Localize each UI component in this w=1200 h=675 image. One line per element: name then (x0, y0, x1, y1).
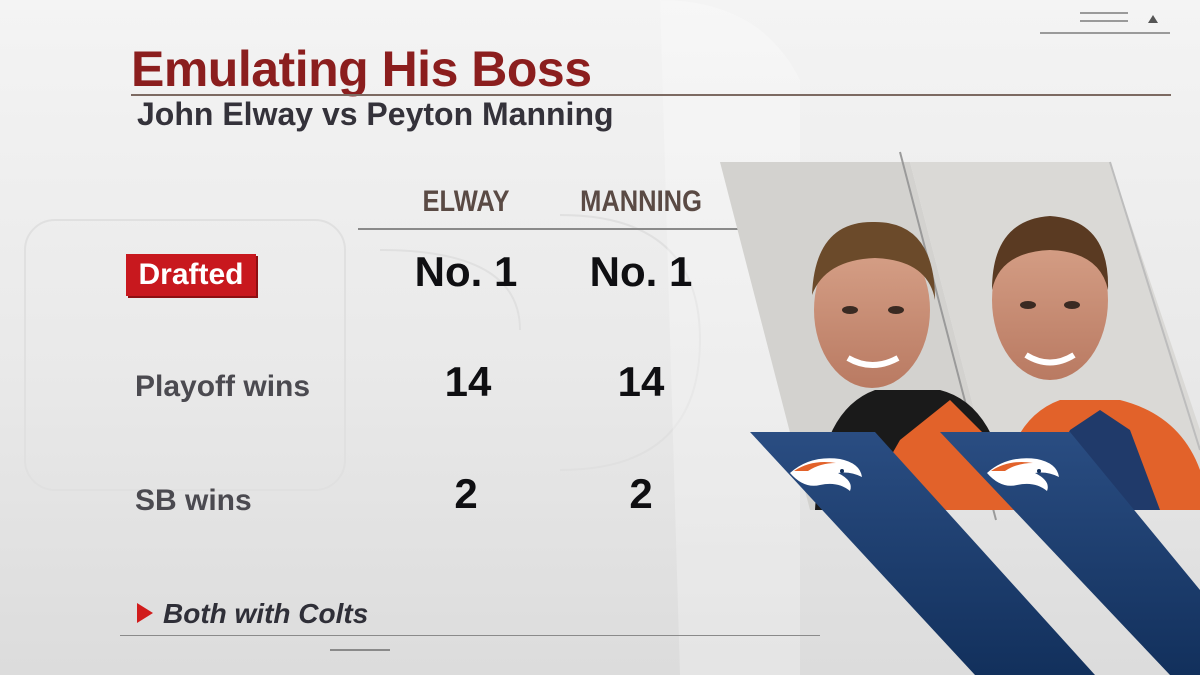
manning-sb-wins-value: 2 (629, 470, 653, 517)
broncos-logo-icon (790, 458, 862, 491)
footer-divider (120, 635, 820, 636)
title-divider (131, 94, 1171, 96)
drafted-badge: Drafted (126, 254, 256, 296)
footnote-arrow-icon (137, 603, 153, 623)
elway-sb-wins-value: 2 (454, 470, 478, 517)
page-subtitle: John Elway vs Peyton Manning (137, 96, 614, 132)
footer-accent-rule (330, 649, 390, 651)
manning-drafted-value: No. 1 (589, 248, 693, 295)
broncos-panel-right (940, 432, 1200, 675)
triangle-icon (1148, 15, 1158, 23)
manning-playoff-wins-value: 14 (617, 358, 665, 405)
player-photo-panel (720, 151, 1200, 675)
column-header-divider (358, 228, 738, 230)
elway-playoff-wins-value: 14 (444, 358, 492, 405)
playoff-wins-label: Playoff wins (135, 370, 311, 403)
top-corner-rules (1040, 6, 1175, 36)
column-header-manning: MANNING (580, 185, 702, 218)
column-header-elway: ELWAY (422, 185, 510, 218)
broncos-panel-left (750, 432, 1095, 675)
page-title: Emulating His Boss (131, 41, 592, 97)
broncos-logo-icon (987, 458, 1059, 491)
elway-drafted-value: No. 1 (414, 248, 518, 295)
sb-wins-label: SB wins (135, 484, 252, 517)
footnote: Both with Colts (163, 598, 369, 629)
